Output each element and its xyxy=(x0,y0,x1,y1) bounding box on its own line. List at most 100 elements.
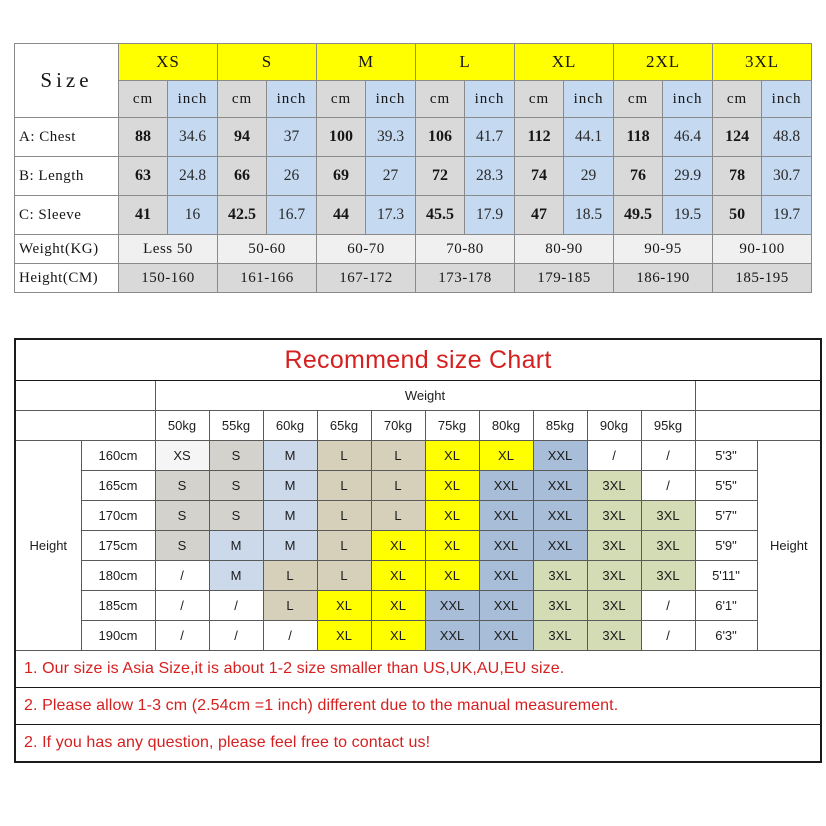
recommended-size-cell: XXL xyxy=(532,530,588,561)
size-header-3xl: 3XL xyxy=(712,43,813,81)
unit-header-cm-xs: cm xyxy=(118,80,168,118)
weight-kg-value: 90-95 xyxy=(613,234,714,264)
recommended-size-cell: XXL xyxy=(532,470,588,501)
row-height-cm: 180cm xyxy=(80,560,156,591)
measure-inch-value: 24.8 xyxy=(166,156,219,196)
measure-cm-value: 88 xyxy=(118,117,168,157)
recommended-size-cell: XL xyxy=(424,530,480,561)
recommended-size-cell: L xyxy=(370,470,426,501)
recommended-size-cell: 3XL xyxy=(586,620,642,651)
weight-column-header: 90kg xyxy=(586,410,642,441)
measure-cm-value: 49.5 xyxy=(613,195,664,235)
recommended-size-cell: S xyxy=(154,530,210,561)
unit-header-inch-3xl: inch xyxy=(761,80,813,118)
recommended-size-cell: XXL xyxy=(478,470,534,501)
row-height-cm: 160cm xyxy=(80,440,156,471)
recommended-size-cell: XL xyxy=(424,560,480,591)
recommended-size-cell: / xyxy=(640,440,696,471)
row-height-cm: 175cm xyxy=(80,530,156,561)
recommended-size-cell: / xyxy=(208,590,264,621)
recommended-size-cell: / xyxy=(640,470,696,501)
weight-column-header: 85kg xyxy=(532,410,588,441)
measure-inch-value: 19.7 xyxy=(761,195,813,235)
unit-header-cm-3xl: cm xyxy=(712,80,763,118)
kg-row-blank-left xyxy=(14,410,156,441)
recommend-size-chart-table: Recommend size Chart Weight 50kg 55kg 60kg 65… xyxy=(14,338,823,763)
weight-column-header: 65kg xyxy=(316,410,372,441)
weight-column-header: 60kg xyxy=(262,410,318,441)
recommended-size-cell: XL xyxy=(424,440,480,471)
unit-header-inch-2xl: inch xyxy=(662,80,714,118)
height-cm-value: 173-178 xyxy=(415,263,516,293)
note-row: 2. Please allow 1-3 cm (2.54cm =1 inch) … xyxy=(14,687,822,725)
measure-inch-value: 39.3 xyxy=(365,117,417,157)
weight-kg-value: Less 50 xyxy=(117,234,219,264)
measure-cm-value: 42.5 xyxy=(217,195,268,235)
recommended-size-cell: L xyxy=(370,440,426,471)
measure-cm-value: 118 xyxy=(613,117,664,157)
size-header-2xl: 2XL xyxy=(613,43,714,81)
measure-inch-value: 16.7 xyxy=(266,195,318,235)
recommended-size-cell: XL xyxy=(478,440,534,471)
recommended-size-cell: / xyxy=(640,620,696,651)
recommended-size-cell: S xyxy=(208,500,264,531)
weight-kg-value: 50-60 xyxy=(217,234,318,264)
recommended-size-cell: XL xyxy=(370,620,426,651)
row-height-ft: 5'3" xyxy=(694,440,758,471)
recommended-size-cell: 3XL xyxy=(586,470,642,501)
unit-header-inch-xs: inch xyxy=(166,80,219,118)
measurement-row: A: Chest 88 34.6 94 37 100 39.3 106 41.7 112 44.1 1… xyxy=(14,117,813,157)
measure-cm-value: 41 xyxy=(118,195,168,235)
recommended-size-cell: / xyxy=(154,560,210,591)
weight-column-header: 55kg xyxy=(208,410,264,441)
height-cm-value: 167-172 xyxy=(316,263,417,293)
measure-inch-value: 27 xyxy=(365,156,417,196)
unit-header-cm-xl: cm xyxy=(514,80,565,118)
recommended-size-cell: S xyxy=(208,440,264,471)
note-row: 2. If you has any question, please feel … xyxy=(14,724,822,763)
recommend-row: 165cm S S M L L XL XXL XXL 3XL/5'5" xyxy=(15,470,821,501)
measure-cm-value: 45.5 xyxy=(415,195,466,235)
measure-inch-value: 28.3 xyxy=(464,156,516,196)
row-height-cm: 170cm xyxy=(80,500,156,531)
header-blank-right xyxy=(694,380,822,411)
weight-group-header: Weight xyxy=(154,380,696,411)
height-label-right: Height xyxy=(756,440,822,651)
height-cm-row: Height(CM) 150-160 161-166 167-172 173-178 17… xyxy=(14,263,813,293)
recommended-size-cell: XXL xyxy=(424,590,480,621)
weight-kg-label: Weight(KG) xyxy=(14,234,119,264)
weight-column-header: 95kg xyxy=(640,410,696,441)
recommended-size-cell: XXL xyxy=(424,620,480,651)
measure-cm-value: 100 xyxy=(316,117,367,157)
row-height-ft: 5'7" xyxy=(694,500,758,531)
unit-header-inch-s: inch xyxy=(266,80,318,118)
recommended-size-cell: M xyxy=(262,470,318,501)
measure-cm-value: 74 xyxy=(514,156,565,196)
recommended-size-cell: 3XL xyxy=(586,530,642,561)
measure-inch-value: 18.5 xyxy=(563,195,615,235)
recommended-size-cell: 3XL xyxy=(640,500,696,531)
recommended-size-cell: M xyxy=(262,530,318,561)
recommended-size-cell: XL xyxy=(370,530,426,561)
recommended-size-cell: XXL xyxy=(478,500,534,531)
recommended-size-cell: / xyxy=(586,440,642,471)
chart-title: Recommend size Chart xyxy=(14,338,822,381)
measure-cm-value: 66 xyxy=(217,156,268,196)
measure-cm-value: 50 xyxy=(712,195,763,235)
measure-inch-value: 34.6 xyxy=(166,117,219,157)
measure-inch-value: 46.4 xyxy=(662,117,714,157)
row-height-cm: 165cm xyxy=(80,470,156,501)
recommended-size-cell: / xyxy=(640,590,696,621)
recommended-size-cell: S xyxy=(154,500,210,531)
recommended-size-cell: L xyxy=(316,530,372,561)
recommended-size-cell: XL xyxy=(316,620,372,651)
measure-inch-value: 17.9 xyxy=(464,195,516,235)
row-height-ft: 5'9" xyxy=(694,530,758,561)
measure-inch-value: 30.7 xyxy=(761,156,813,196)
recommended-size-cell: XXL xyxy=(478,620,534,651)
unit-header-inch-m: inch xyxy=(365,80,417,118)
measure-cm-value: 44 xyxy=(316,195,367,235)
recommend-row: 175cm S M M L XL XL XXL XXL 3XL 3XL 5'9" xyxy=(15,530,821,561)
weight-column-header: 75kg xyxy=(424,410,480,441)
measure-inch-value: 44.1 xyxy=(563,117,615,157)
